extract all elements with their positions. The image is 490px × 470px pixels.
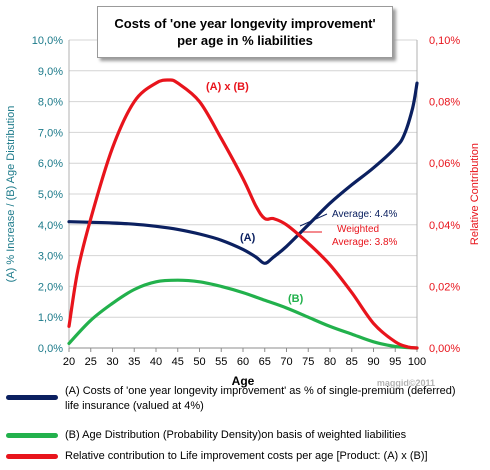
series-line-costs bbox=[67, 81, 419, 265]
x-tick-label: 80 bbox=[324, 356, 336, 368]
legend-swatch-distribution bbox=[6, 432, 58, 438]
y-tick-label-right: 0,06% bbox=[429, 158, 460, 170]
annotation-weighted-average: Average: 3.8% bbox=[332, 237, 398, 248]
legend-label-costs: (A) Costs of 'one year longevity improve… bbox=[65, 385, 456, 412]
x-axis-label: Age bbox=[232, 374, 255, 388]
legend-swatch-contribution bbox=[6, 453, 58, 459]
x-tick-label: 75 bbox=[302, 356, 314, 368]
chart-title-line1: Costs of 'one year longevity improvement… bbox=[114, 16, 376, 31]
x-tick-label: 95 bbox=[389, 356, 401, 368]
annotation-axb: (A) x (B) bbox=[206, 81, 249, 93]
chart-title-line2: per age in % liabilities bbox=[177, 33, 313, 48]
y-tick-label-left: 6,0% bbox=[38, 158, 63, 170]
x-tick-label: 45 bbox=[172, 356, 184, 368]
y-axis-label-left: (A) % Increase / (B) Age Distribution bbox=[5, 106, 17, 283]
chart-title-box: Costs of 'one year longevity improvement… bbox=[97, 6, 393, 58]
x-tick-label: 90 bbox=[367, 356, 379, 368]
annotation-a: (A) bbox=[240, 232, 256, 244]
annotation-average: Average: 4.4% bbox=[332, 209, 398, 220]
x-tick-label: 40 bbox=[150, 356, 162, 368]
x-tick-labels: 20 25 30 35 40 45 50 55 60 65 70 75 80 85 90 95 100 bbox=[63, 348, 426, 368]
legend-label-contribution: Relative contribution to Life improvemen… bbox=[65, 450, 428, 462]
legend-item-distribution: (B) Age Distribution (Probability Densit… bbox=[6, 426, 406, 444]
legend-item-contribution: Relative contribution to Life improvemen… bbox=[6, 447, 428, 465]
y-tick-label-left: 1,0% bbox=[38, 312, 63, 324]
series-line-distribution bbox=[67, 278, 419, 350]
series-lines bbox=[67, 78, 419, 350]
x-tick-label: 60 bbox=[237, 356, 249, 368]
x-tick-label: 50 bbox=[193, 356, 205, 368]
legend-label-distribution: (B) Age Distribution (Probability Densit… bbox=[65, 429, 407, 441]
y-tick-label-left: 8,0% bbox=[38, 97, 63, 109]
x-tick-label: 55 bbox=[215, 356, 227, 368]
y-tick-labels-right: 0,00% 0,02% 0,04% 0,06% 0,08% 0,10% bbox=[429, 35, 460, 355]
y-tick-label-left: 4,0% bbox=[38, 220, 63, 232]
y-tick-label-right: 0,00% bbox=[429, 343, 460, 355]
x-tick-label: 35 bbox=[128, 356, 140, 368]
y-tick-label-left: 10,0% bbox=[32, 35, 63, 47]
watermark: maggid©2011 bbox=[377, 378, 435, 388]
y-tick-label-left: 0,0% bbox=[38, 343, 63, 355]
x-tick-label: 25 bbox=[85, 356, 97, 368]
y-tick-labels-left: 0,0% 1,0% 2,0% 3,0% 4,0% 5,0% 6,0% 7,0% 8,0% 9,0%… bbox=[32, 35, 63, 355]
y-tick-label-right: 0,04% bbox=[429, 220, 460, 232]
annotation-b: (B) bbox=[288, 293, 304, 305]
y-tick-label-left: 5,0% bbox=[38, 189, 63, 201]
y-tick-label-right: 0,08% bbox=[429, 97, 460, 109]
y-axis-label-right: Relative Contribution bbox=[469, 143, 481, 245]
legend-item-costs: (A) Costs of 'one year longevity improve… bbox=[6, 385, 465, 412]
y-tick-label-left: 3,0% bbox=[38, 251, 63, 263]
x-tick-label: 70 bbox=[280, 356, 292, 368]
y-tick-label-left: 2,0% bbox=[38, 281, 63, 293]
x-tick-label: 65 bbox=[259, 356, 271, 368]
x-tick-label: 100 bbox=[408, 356, 426, 368]
legend-swatch-costs bbox=[6, 395, 58, 400]
annotation-weighted: Weighted bbox=[337, 224, 379, 235]
x-tick-label: 85 bbox=[346, 356, 358, 368]
y-tick-label-left: 7,0% bbox=[38, 127, 63, 139]
x-tick-label: 30 bbox=[106, 356, 118, 368]
average-pointer-line bbox=[299, 213, 328, 227]
y-tick-label-right: 0,10% bbox=[429, 35, 460, 47]
series-line-contribution bbox=[67, 78, 419, 350]
y-tick-label-right: 0,02% bbox=[429, 281, 460, 293]
y-tick-label-left: 9,0% bbox=[38, 66, 63, 78]
x-tick-label: 20 bbox=[63, 356, 75, 368]
